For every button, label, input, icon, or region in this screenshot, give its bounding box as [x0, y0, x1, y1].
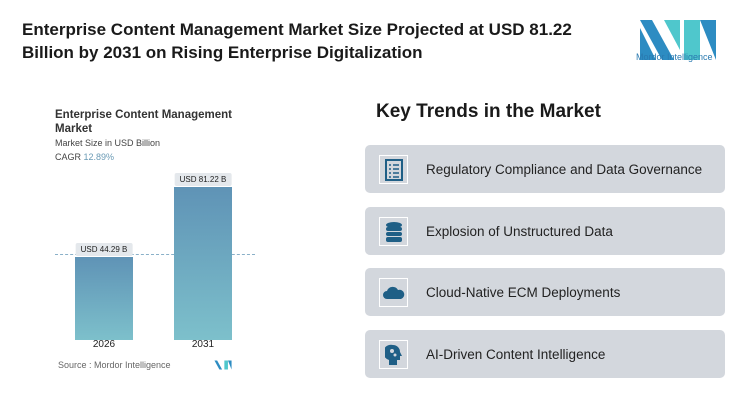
data-label: USD 81.22 B — [174, 173, 232, 186]
source-logo-icon — [214, 360, 232, 370]
chart-title: Enterprise Content Management Market — [55, 109, 232, 135]
cagr: CAGR 12.89% — [55, 152, 114, 162]
chart-subtitle: Market Size in USD Billion — [55, 138, 161, 148]
logo-text: Mordor Intelligence — [636, 52, 713, 62]
trend-card: AI-Driven Content Intelligence — [365, 330, 725, 378]
page-title: Enterprise Content Management Market Siz… — [22, 20, 572, 62]
trend-label: Explosion of Unstructured Data — [426, 223, 613, 239]
trend-label: AI-Driven Content Intelligence — [426, 346, 606, 362]
reference-line — [55, 254, 255, 255]
trends-title: Key Trends in the Market — [376, 101, 601, 122]
trend-card: Cloud-Native ECM Deployments — [365, 268, 725, 316]
source: Source : Mordor Intelligence — [58, 360, 171, 370]
x-tick-label: 2031 — [191, 339, 215, 350]
cagr-value: 12.89% — [83, 152, 115, 162]
trend-card: Regulatory Compliance and Data Governanc… — [365, 145, 725, 193]
mordor-logo — [640, 20, 716, 60]
bar-2026 — [75, 256, 133, 340]
trend-label: Cloud-Native ECM Deployments — [426, 284, 621, 300]
trend-label: Regulatory Compliance and Data Governanc… — [426, 161, 703, 177]
x-tick-label: 2026 — [92, 339, 116, 350]
bar-2031 — [174, 187, 232, 340]
trend-card: Explosion of Unstructured Data — [365, 207, 725, 255]
data-label: USD 44.29 B — [75, 242, 133, 256]
database-icon — [379, 217, 408, 246]
ai-head-icon — [379, 340, 408, 369]
checklist-icon — [379, 155, 408, 184]
cagr-label: CAGR — [55, 152, 82, 162]
cloud-icon — [379, 278, 408, 307]
